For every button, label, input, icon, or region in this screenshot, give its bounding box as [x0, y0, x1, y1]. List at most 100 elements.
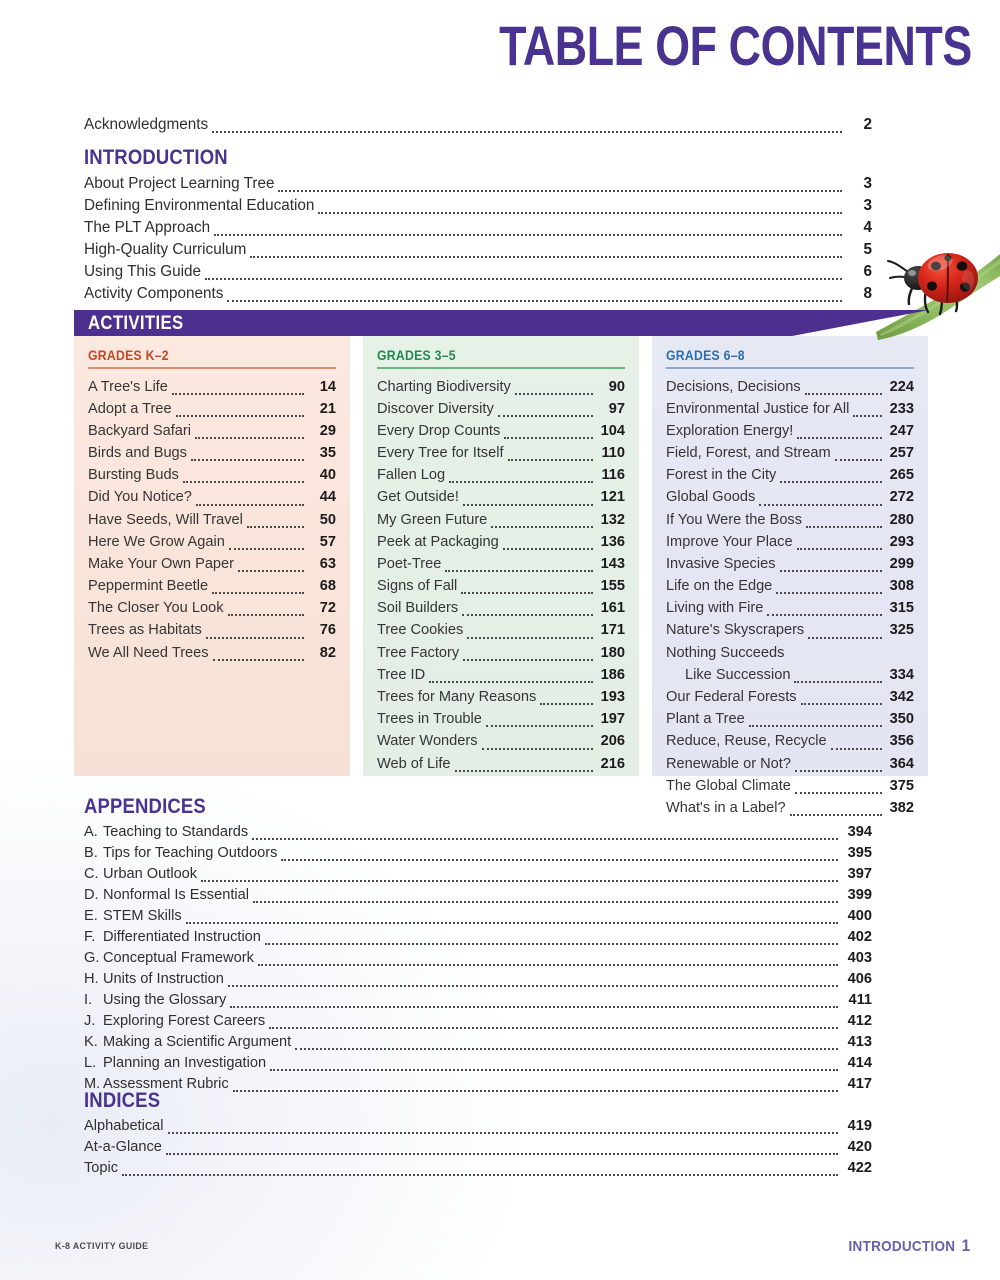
- toc-entry-acknowledgments[interactable]: Acknowledgments 2: [84, 114, 872, 136]
- toc-entry[interactable]: E. STEM Skills 400: [84, 906, 872, 927]
- leader-dots: [806, 525, 882, 528]
- toc-entry[interactable]: Every Drop Counts 104: [377, 420, 625, 442]
- leader-dots: [212, 131, 842, 134]
- toc-entry[interactable]: Fallen Log 116: [377, 464, 625, 486]
- toc-entry[interactable]: A Tree's Life 14: [88, 376, 336, 398]
- leader-dots: [449, 481, 593, 484]
- toc-entry-label: Alphabetical: [84, 1118, 164, 1134]
- toc-entry[interactable]: H. Units of Instruction 406: [84, 969, 872, 990]
- toc-entry[interactable]: My Green Future 132: [377, 509, 625, 531]
- toc-entry-page: 308: [889, 578, 914, 595]
- toc-entry[interactable]: Nothing Succeeds: [666, 642, 914, 664]
- appendix-key: F.: [84, 929, 96, 945]
- toc-entry[interactable]: The Global Climate 375: [666, 775, 914, 797]
- leader-dots: [467, 636, 593, 639]
- appendices-list: A. Teaching to Standards 394 B. Tips for Tea…: [84, 822, 872, 1095]
- leader-dots: [201, 880, 838, 882]
- leader-dots: [250, 256, 842, 259]
- toc-entry[interactable]: Poet-Tree 143: [377, 553, 625, 575]
- toc-entry[interactable]: Activity Components 8: [84, 283, 872, 305]
- toc-entry[interactable]: If You Were the Boss 280: [666, 509, 914, 531]
- footer-section-name: INTRODUCTION: [848, 1238, 955, 1255]
- toc-entry[interactable]: Global Goods 272: [666, 486, 914, 508]
- toc-entry[interactable]: Living with Fire 315: [666, 597, 914, 619]
- toc-entry[interactable]: Tree Factory 180: [377, 642, 625, 664]
- leader-dots: [318, 212, 842, 215]
- toc-entry[interactable]: We All Need Trees 82: [88, 642, 336, 664]
- toc-entry-label: Birds and Bugs: [88, 445, 187, 462]
- toc-entry[interactable]: Web of Life 216: [377, 753, 625, 775]
- toc-entry-page: 82: [319, 644, 336, 661]
- toc-entry[interactable]: Invasive Species 299: [666, 553, 914, 575]
- toc-entry[interactable]: The Closer You Look 72: [88, 597, 336, 619]
- toc-entry-label: Conceptual Framework: [103, 950, 254, 966]
- toc-entry[interactable]: I. Using the Glossary 411: [84, 990, 872, 1011]
- toc-entry[interactable]: Soil Builders 161: [377, 597, 625, 619]
- toc-entry[interactable]: Make Your Own Paper 63: [88, 553, 336, 575]
- toc-entry[interactable]: Forest in the City 265: [666, 464, 914, 486]
- toc-entry[interactable]: D. Nonformal Is Essential 399: [84, 885, 872, 906]
- toc-entry[interactable]: Peek at Packaging 136: [377, 531, 625, 553]
- toc-entry-page: 406: [847, 971, 872, 987]
- toc-entry[interactable]: Peppermint Beetle 68: [88, 575, 336, 597]
- toc-entry[interactable]: Nature's Skyscrapers 325: [666, 619, 914, 641]
- leader-dots: [507, 459, 593, 462]
- toc-entry[interactable]: Discover Diversity 97: [377, 398, 625, 420]
- toc-entry[interactable]: Exploration Energy! 247: [666, 420, 914, 442]
- toc-entry[interactable]: C. Urban Outlook 397: [84, 864, 872, 885]
- toc-entry[interactable]: Trees as Habitats 76: [88, 619, 336, 641]
- toc-entry[interactable]: Tree Cookies 171: [377, 619, 625, 641]
- toc-entry[interactable]: Here We Grow Again 57: [88, 531, 336, 553]
- toc-entry[interactable]: Field, Forest, and Stream 257: [666, 442, 914, 464]
- toc-entry[interactable]: Like Succession 334: [666, 664, 914, 686]
- toc-entry[interactable]: The PLT Approach 4: [84, 217, 872, 239]
- toc-entry[interactable]: Life on the Edge 308: [666, 575, 914, 597]
- toc-entry[interactable]: Trees in Trouble 197: [377, 708, 625, 730]
- toc-entry[interactable]: J. Exploring Forest Careers 412: [84, 1011, 872, 1032]
- toc-entry[interactable]: Defining Environmental Education 3: [84, 195, 872, 217]
- toc-entry[interactable]: Environmental Justice for All 233: [666, 398, 914, 420]
- toc-entry[interactable]: Plant a Tree 350: [666, 708, 914, 730]
- toc-entry[interactable]: Reduce, Reuse, Recycle 356: [666, 730, 914, 752]
- toc-entry[interactable]: G. Conceptual Framework 403: [84, 948, 872, 969]
- toc-entry[interactable]: Every Tree for Itself 110: [377, 442, 625, 464]
- toc-entry[interactable]: Bursting Buds 40: [88, 464, 336, 486]
- toc-entry[interactable]: Decisions, Decisions 224: [666, 376, 914, 398]
- toc-entry[interactable]: Tree ID 186: [377, 664, 625, 686]
- toc-entry[interactable]: Trees for Many Reasons 193: [377, 686, 625, 708]
- toc-entry[interactable]: B. Tips for Teaching Outdoors 395: [84, 843, 872, 864]
- toc-entry[interactable]: Signs of Fall 155: [377, 575, 625, 597]
- activities-banner: ACTIVITIES: [74, 310, 929, 336]
- toc-entry[interactable]: L. Planning an Investigation 414: [84, 1053, 872, 1074]
- toc-entry[interactable]: Water Wonders 206: [377, 730, 625, 752]
- toc-entry[interactable]: F. Differentiated Instruction 402: [84, 927, 872, 948]
- toc-entry[interactable]: Charting Biodiversity 90: [377, 376, 625, 398]
- toc-entry[interactable]: At-a-Glance 420: [84, 1137, 872, 1158]
- toc-entry[interactable]: Improve Your Place 293: [666, 531, 914, 553]
- toc-entry[interactable]: Adopt a Tree 21: [88, 398, 336, 420]
- toc-entry[interactable]: K. Making a Scientific Argument 413: [84, 1032, 872, 1053]
- toc-entry[interactable]: Using This Guide 6: [84, 261, 872, 283]
- toc-entry-label: Reduce, Reuse, Recycle: [666, 733, 827, 750]
- toc-entry-label: Nothing Succeeds: [666, 644, 785, 661]
- toc-entry[interactable]: Our Federal Forests 342: [666, 686, 914, 708]
- toc-entry[interactable]: Birds and Bugs 35: [88, 442, 336, 464]
- leader-dots: [462, 614, 593, 617]
- toc-entry[interactable]: What's in a Label? 382: [666, 797, 914, 819]
- toc-entry[interactable]: Have Seeds, Will Travel 50: [88, 509, 336, 531]
- toc-entry[interactable]: Alphabetical 419: [84, 1116, 872, 1137]
- toc-entry-page: 382: [889, 799, 914, 816]
- toc-entry-label: Have Seeds, Will Travel: [88, 511, 243, 528]
- toc-entry[interactable]: Did You Notice? 44: [88, 486, 336, 508]
- toc-entry[interactable]: Topic 422: [84, 1158, 872, 1179]
- toc-entry[interactable]: Get Outside! 121: [377, 486, 625, 508]
- leader-dots: [252, 838, 838, 840]
- toc-entry[interactable]: Backyard Safari 29: [88, 420, 336, 442]
- toc-entry-label: Discover Diversity: [377, 400, 494, 417]
- toc-entry[interactable]: A. Teaching to Standards 394: [84, 822, 872, 843]
- toc-entry[interactable]: High-Quality Curriculum 5: [84, 239, 872, 261]
- toc-entry[interactable]: About Project Learning Tree 3: [84, 173, 872, 195]
- toc-entry-page: 417: [847, 1076, 872, 1092]
- leader-dots: [767, 614, 882, 617]
- toc-entry[interactable]: Renewable or Not? 364: [666, 753, 914, 775]
